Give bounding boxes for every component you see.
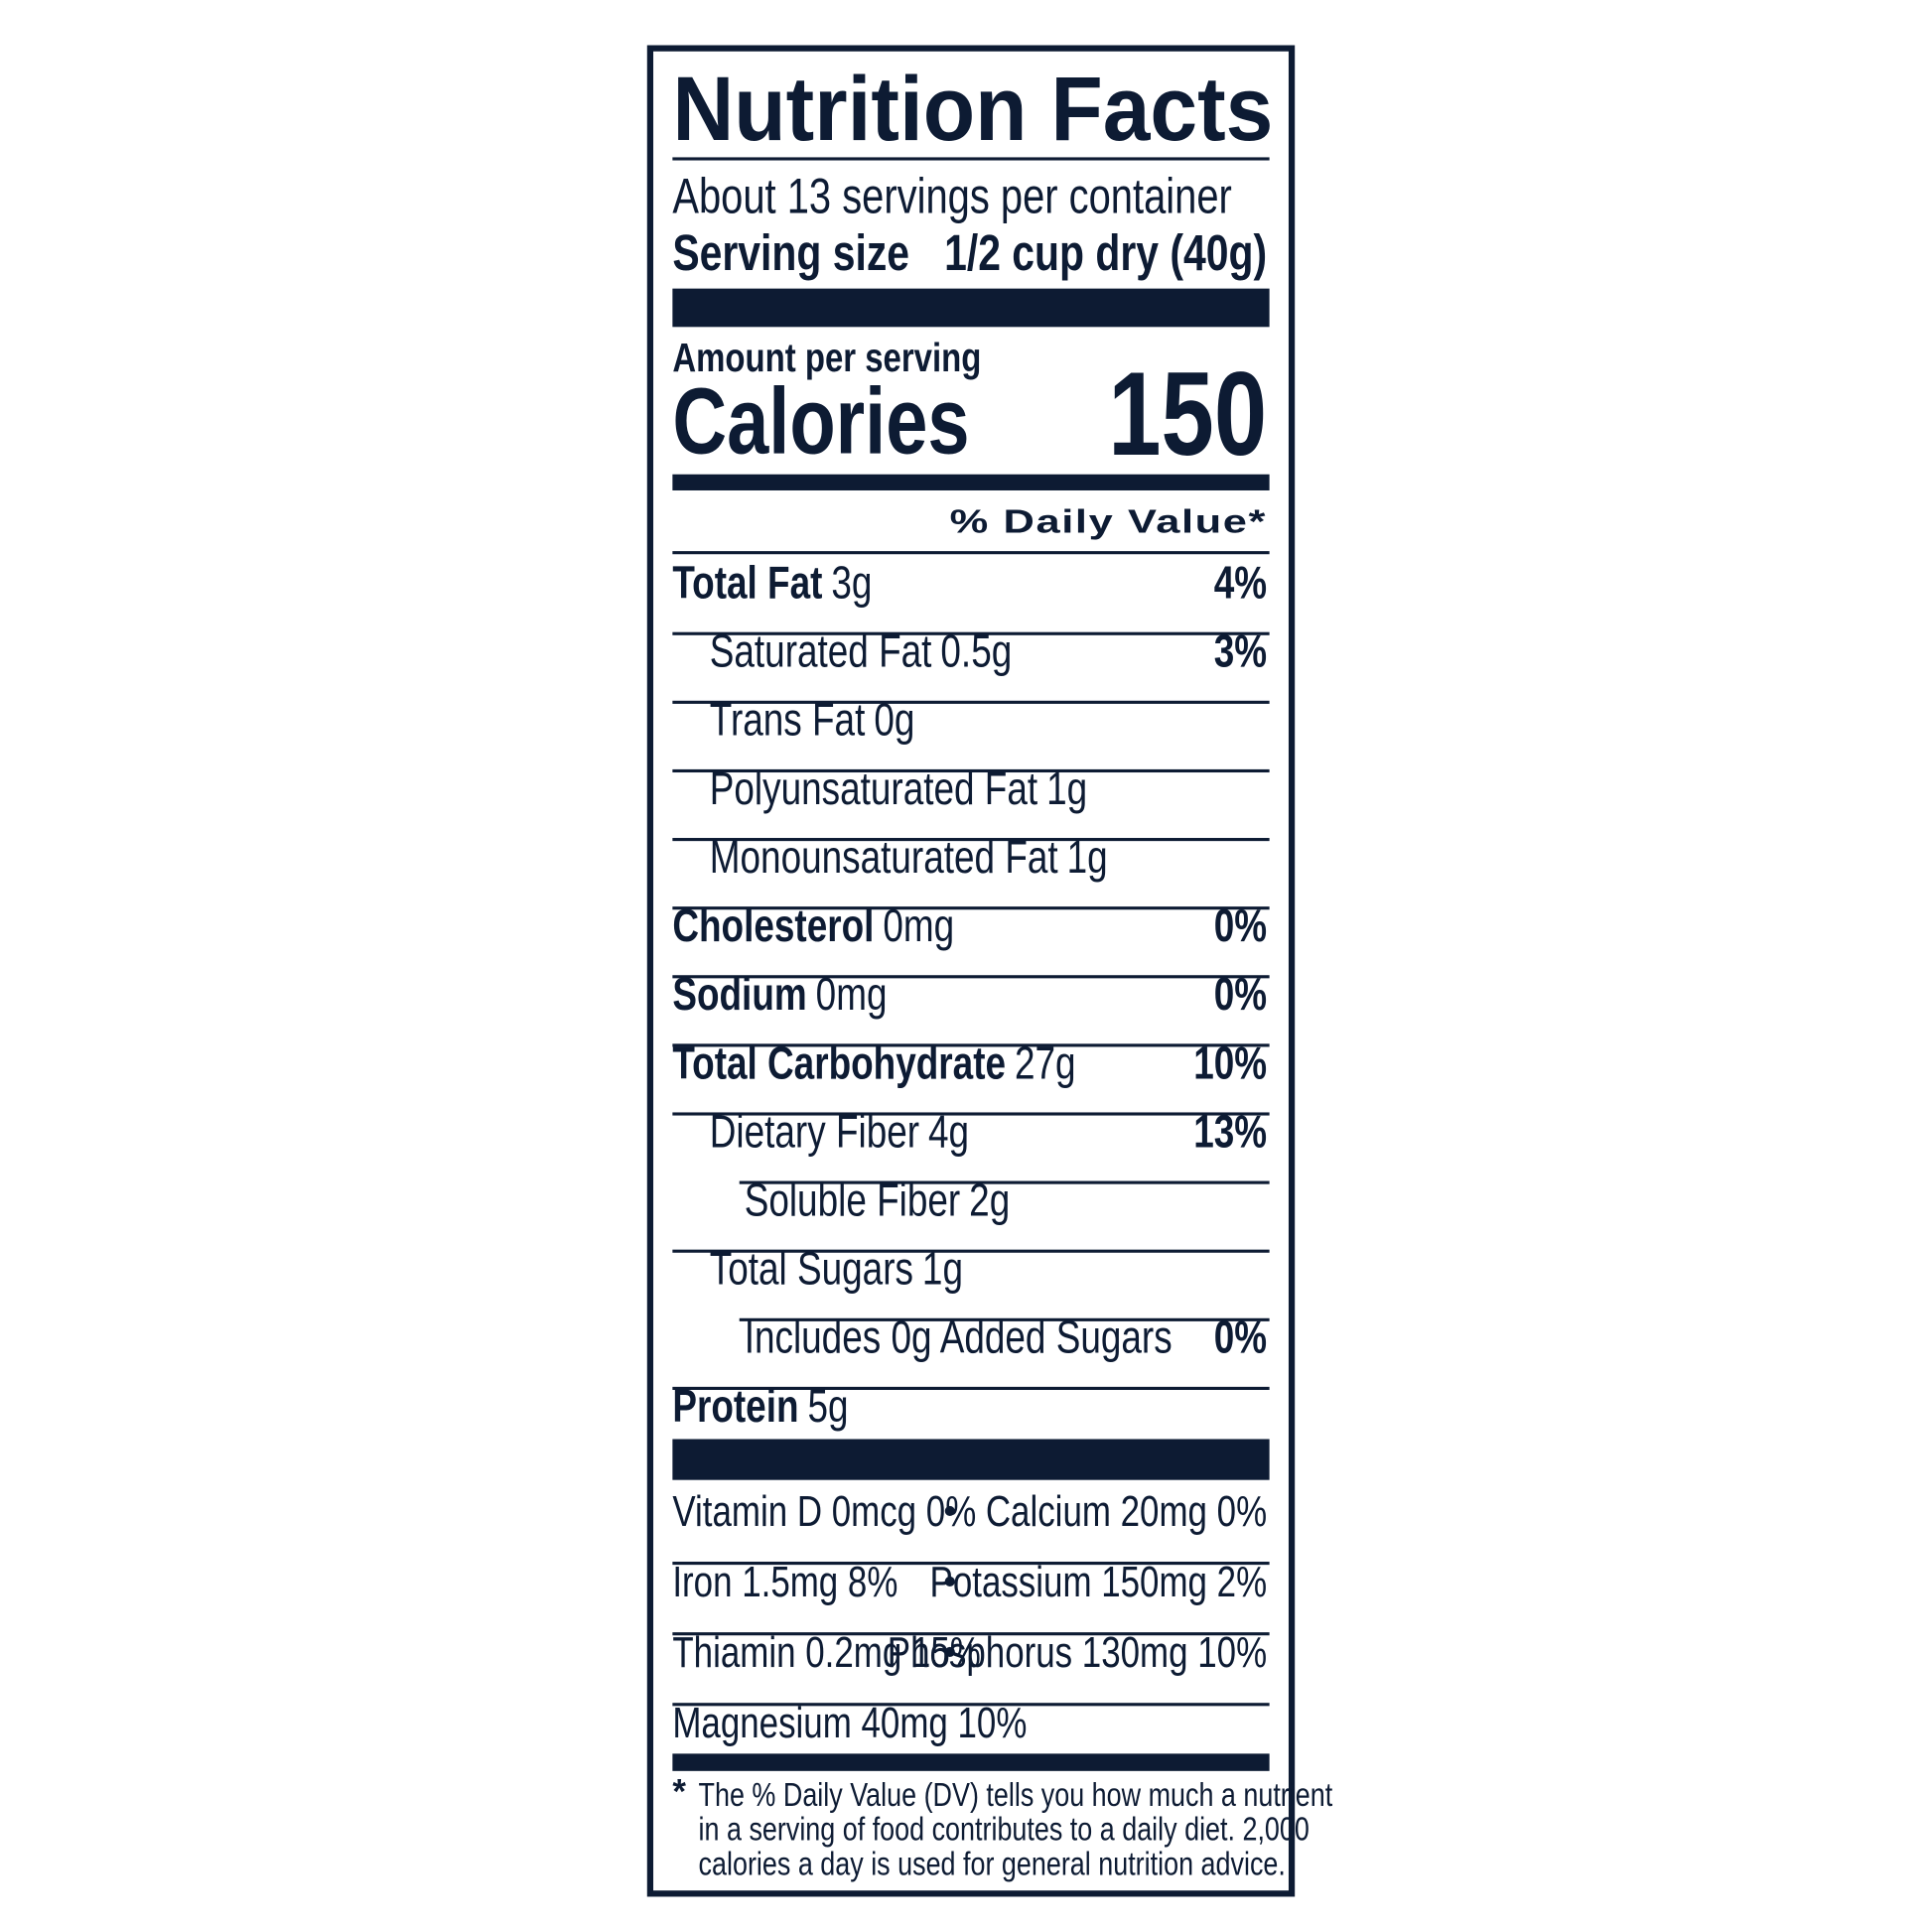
nutrient-amount: 3g — [831, 557, 872, 609]
vitamin-left: Iron 1.5mg 8% — [672, 1558, 897, 1606]
rule — [672, 1249, 1270, 1253]
thick-bar — [672, 288, 1270, 328]
nutrient-row: Protein 5g — [672, 1380, 848, 1432]
rule — [672, 1112, 1270, 1116]
nutrient-daily-value: 0% — [1214, 899, 1267, 951]
vitamin-left: Vitamin D 0mcg 0% — [672, 1487, 976, 1536]
bullet: • — [943, 1631, 956, 1673]
daily-value-header: % Daily Value* — [950, 503, 1267, 540]
rule — [672, 1043, 1270, 1047]
nutrient-amount: 1g — [1067, 831, 1108, 883]
vitamin-right: Phosphorus 130mg 10% — [888, 1628, 1267, 1677]
rule — [672, 1386, 1270, 1390]
nutrient-amount: 4g — [928, 1105, 969, 1157]
label-border — [646, 45, 1296, 1897]
nutrient-name: Cholesterol — [672, 899, 874, 951]
nutrient-name: Dietary Fiber — [710, 1105, 919, 1157]
rule — [672, 975, 1270, 979]
calories-label: Calories — [672, 369, 969, 475]
medium-bar — [672, 1753, 1270, 1771]
rule — [739, 1180, 1270, 1184]
nutrient-name: Includes 0g Added Sugars — [745, 1311, 1173, 1363]
nutrient-daily-value: 3% — [1214, 625, 1267, 677]
rule — [672, 700, 1270, 704]
nutrient-row: Total Carbohydrate 27g — [672, 1036, 1075, 1088]
nutrient-row: Saturated Fat 0.5g — [710, 625, 1012, 677]
rule — [672, 1703, 1270, 1707]
vitamin-left: Thiamin 0.2mg 15% — [672, 1628, 980, 1677]
nutrient-name: Monounsaturated Fat — [710, 831, 1058, 883]
nutrient-amount: 5g — [808, 1380, 849, 1432]
vitamin-left: Magnesium 40mg 10% — [672, 1700, 1027, 1748]
nutrient-name: Total Carbohydrate — [672, 1036, 1006, 1088]
nutrient-name: Saturated Fat — [710, 625, 932, 677]
nutrient-amount: 0mg — [816, 968, 888, 1020]
nutrient-row: Sodium 0mg — [672, 968, 887, 1020]
rule — [672, 768, 1270, 773]
nutrient-row: Soluble Fiber 2g — [745, 1174, 1011, 1226]
nutrient-row: Monounsaturated Fat 1g — [710, 831, 1108, 883]
nutrient-amount: 2g — [969, 1174, 1010, 1226]
nutrient-daily-value: 0% — [1214, 1311, 1267, 1363]
nutrient-row: Total Fat 3g — [672, 557, 872, 609]
nutrient-amount: 0.5g — [940, 625, 1012, 677]
nutrient-amount: 1g — [922, 1243, 963, 1295]
vitamin-right: Calcium 20mg 0% — [986, 1487, 1267, 1536]
nutrient-amount: 0g — [874, 694, 914, 746]
footnote-line: in a serving of food contributes to a da… — [699, 1811, 1310, 1849]
footnote-line: The % Daily Value (DV) tells you how muc… — [699, 1776, 1333, 1814]
rule — [672, 1632, 1270, 1636]
rule — [672, 906, 1270, 910]
bullet: • — [943, 1560, 956, 1601]
nutrient-amount: 0mg — [883, 899, 954, 951]
footnote-marker: * — [672, 1772, 686, 1811]
rule — [672, 838, 1270, 842]
calories-value: 150 — [1108, 347, 1267, 481]
servings-per-container: About 13 servings per container — [672, 168, 1231, 223]
nutrient-daily-value: 10% — [1193, 1036, 1267, 1088]
rule — [672, 157, 1270, 161]
rule — [672, 551, 1270, 555]
nutrient-row: Dietary Fiber 4g — [710, 1105, 969, 1157]
nutrient-daily-value: 4% — [1214, 557, 1267, 609]
nutrient-name: Protein — [672, 1380, 798, 1432]
nutrient-daily-value: 13% — [1193, 1105, 1267, 1157]
nutrient-row: Total Sugars 1g — [710, 1243, 963, 1295]
nutrient-name: Trans Fat — [710, 694, 866, 746]
rule — [672, 1562, 1270, 1566]
nutrient-row: Trans Fat 0g — [710, 694, 915, 746]
nutrient-row: Polyunsaturated Fat 1g — [710, 762, 1087, 814]
nutrient-row: Cholesterol 0mg — [672, 899, 954, 951]
vitamin-right: Potassium 150mg 2% — [930, 1558, 1268, 1606]
nutrient-daily-value: 0% — [1214, 968, 1267, 1020]
rule — [739, 1317, 1270, 1321]
nutrient-name: Polyunsaturated Fat — [710, 762, 1038, 814]
bullet: • — [943, 1489, 956, 1531]
amount-per-serving: Amount per serving — [672, 335, 981, 380]
rule — [672, 631, 1270, 635]
thick-bar — [672, 1439, 1270, 1480]
nutrient-name: Total Sugars — [710, 1243, 913, 1295]
nutrient-name: Soluble Fiber — [745, 1174, 961, 1226]
nutrient-row: Includes 0g Added Sugars — [745, 1311, 1173, 1363]
title: Nutrition Facts — [672, 57, 1273, 160]
nutrient-amount: 1g — [1046, 762, 1087, 814]
nutrient-amount: 27g — [1015, 1036, 1076, 1088]
serving-size-value: 1/2 cup dry (40g) — [944, 224, 1267, 281]
footnote-line: calories a day is used for general nutri… — [699, 1846, 1286, 1883]
nutrient-name: Sodium — [672, 968, 806, 1020]
medium-bar — [672, 474, 1270, 490]
nutrient-name: Total Fat — [672, 557, 822, 609]
serving-size-label: Serving size — [672, 224, 909, 281]
